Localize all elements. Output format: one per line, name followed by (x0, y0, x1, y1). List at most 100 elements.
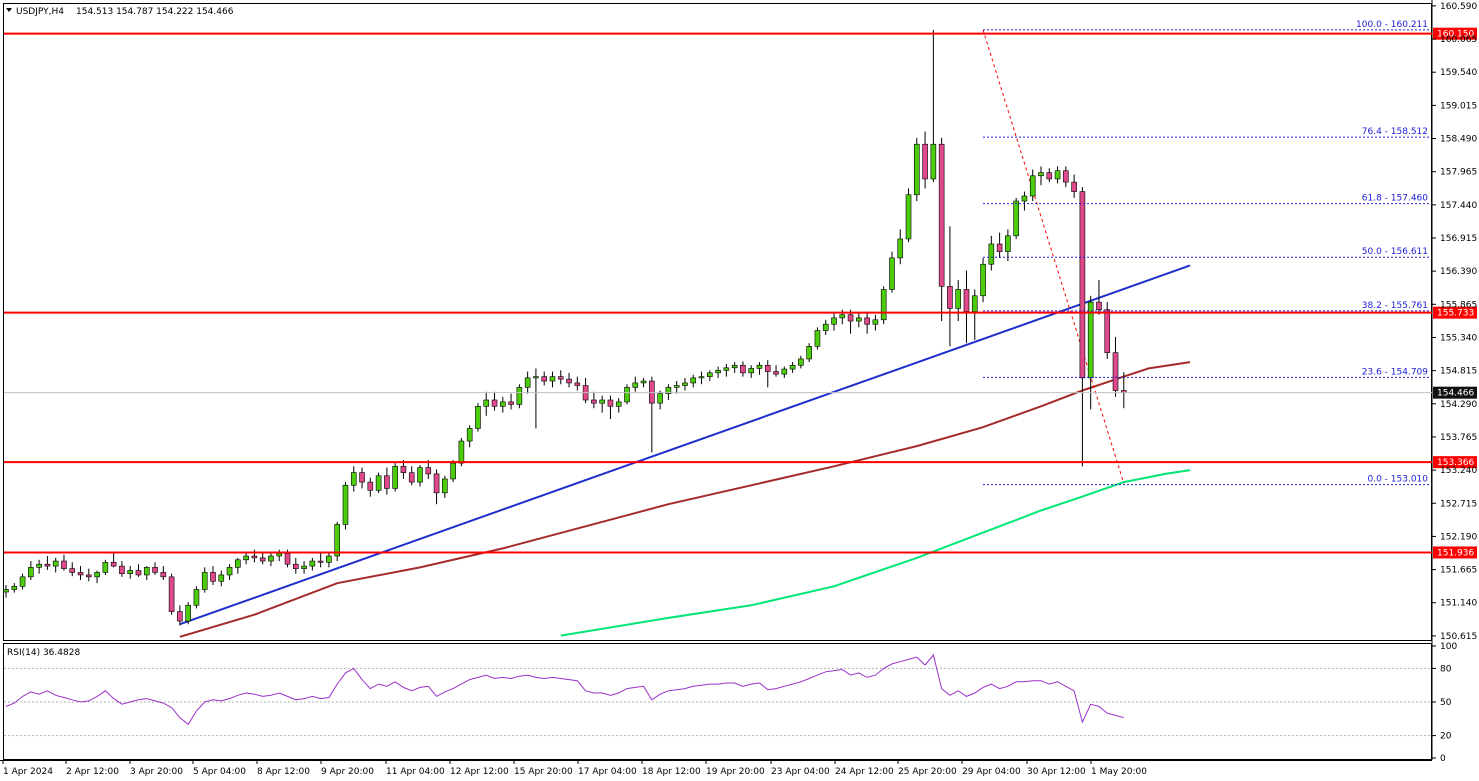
price-tick-label: 160.590 (1440, 2, 1477, 12)
candle (450, 460, 456, 483)
candle (1063, 166, 1069, 188)
candle (864, 311, 870, 334)
candle (549, 371, 556, 388)
price-tick-label: 157.965 (1440, 168, 1477, 178)
candle (491, 391, 498, 411)
candle (86, 568, 92, 582)
candle (259, 551, 266, 565)
candle (326, 553, 332, 568)
rsi-panel: 100 80 50 20 0 (4, 642, 1457, 764)
price-tick-label: 151.140 (1440, 599, 1477, 609)
candle (599, 395, 605, 413)
time-tick-label: 5 Apr 04:00 (193, 767, 246, 777)
candle (971, 289, 978, 340)
level-price-text: 153.366 (1437, 458, 1474, 468)
candle (922, 131, 928, 189)
candle (334, 521, 341, 562)
price-tick-label: 155.340 (1440, 333, 1477, 343)
fib-level-label: 0.0 - 153.010 (1368, 475, 1429, 485)
candle (764, 360, 771, 388)
candle (417, 465, 423, 487)
candle (748, 365, 755, 378)
candle (1112, 336, 1119, 397)
symbol-dropdown-icon[interactable] (6, 8, 12, 12)
rsi-tick-label: 80 (1440, 664, 1452, 674)
candle (872, 314, 879, 331)
price-tick-label: 156.390 (1440, 267, 1477, 277)
candle (226, 564, 233, 580)
candle (309, 557, 316, 571)
candle (1054, 166, 1061, 184)
candle (798, 355, 804, 369)
time-tick-label: 30 Apr 12:00 (1027, 767, 1086, 777)
candle (218, 570, 225, 587)
candle (980, 257, 986, 303)
candle (94, 570, 100, 584)
time-tick-label: 2 Apr 12:00 (66, 767, 119, 777)
candle (1038, 166, 1044, 186)
candle (235, 557, 241, 574)
current-price-text: 154.466 (1437, 389, 1474, 399)
candle (425, 460, 432, 479)
candle (77, 566, 84, 580)
price-tick-label: 150.615 (1440, 632, 1477, 642)
time-tick-label: 24 Apr 12:00 (835, 767, 894, 777)
candle (408, 466, 415, 486)
rsi-tick-label: 100 (1440, 642, 1457, 652)
horizontal-levels: 160.150 155.733 153.366 151.936 154.466 (4, 27, 1477, 559)
candle (533, 368, 539, 429)
price-tick-label: 159.540 (1440, 68, 1477, 78)
candle (342, 482, 349, 530)
candle (657, 390, 663, 410)
candle (1005, 229, 1011, 262)
price-tick-label: 159.015 (1440, 101, 1477, 111)
price-tick-label: 153.765 (1440, 433, 1477, 443)
price-tick-label: 155.865 (1440, 300, 1477, 310)
candle (607, 395, 614, 419)
candle (740, 361, 746, 377)
candle (1096, 280, 1102, 315)
symbol-label: USDJPY,H4 (16, 7, 64, 17)
level-price-text: 155.733 (1437, 309, 1474, 319)
candle (988, 235, 995, 271)
price-tick-label: 157.440 (1440, 201, 1477, 211)
candle (541, 371, 548, 386)
time-axis: 1 Apr 2024 2 Apr 12:00 3 Apr 20:00 5 Apr 04… (2, 760, 1147, 777)
candle (475, 403, 481, 432)
current-price-tag (1433, 386, 1477, 399)
candle (856, 313, 862, 328)
time-tick-label: 1 May 20:00 (1091, 767, 1147, 777)
candle (3, 585, 9, 598)
level-price-text: 160.150 (1437, 30, 1474, 40)
candle (955, 280, 962, 322)
candle (690, 374, 697, 388)
candle (889, 251, 895, 293)
candle (152, 562, 158, 575)
candle (624, 384, 630, 405)
candle (292, 557, 299, 574)
fib-level-label: 50.0 - 156.611 (1362, 247, 1428, 257)
candle (930, 29, 937, 183)
time-tick-label: 25 Apr 20:00 (898, 767, 957, 777)
price-axis: 160.590 160.065 159.540 159.015 158.490 157.9… (1432, 2, 1477, 642)
moving-averages (179, 361, 1191, 638)
time-tick-label: 18 Apr 12:00 (642, 767, 701, 777)
candle (44, 556, 51, 570)
time-tick-label: 8 Apr 12:00 (257, 767, 310, 777)
candle (442, 475, 448, 498)
candle (591, 391, 597, 409)
candle (913, 137, 920, 202)
candle (177, 605, 183, 626)
candle (359, 467, 365, 489)
rsi-tick-label: 20 (1440, 732, 1452, 742)
price-tick-label: 158.490 (1440, 135, 1477, 145)
candle (102, 559, 109, 575)
time-tick-label: 19 Apr 20:00 (706, 767, 765, 777)
trendline[interactable] (179, 264, 1191, 626)
candle (110, 551, 117, 568)
fibonacci-retracement: 100.0 - 160.211 76.4 - 158.512 61.8 - 157.… (983, 20, 1431, 486)
fib-level-label: 76.4 - 158.512 (1362, 127, 1428, 137)
candle (384, 467, 390, 495)
price-tick-label: 151.665 (1440, 566, 1477, 576)
